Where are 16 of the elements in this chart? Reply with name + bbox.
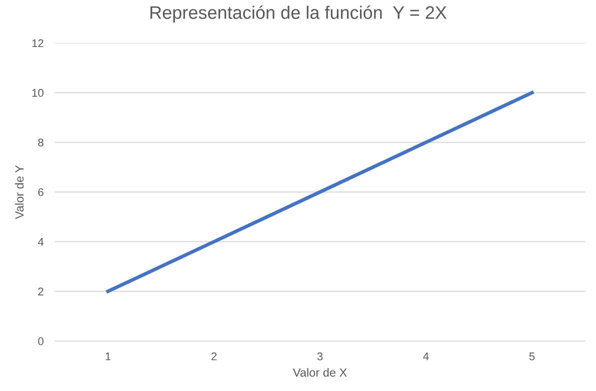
- y-tick-label: 12: [32, 39, 44, 48]
- y-tick-label: 4: [38, 238, 44, 246]
- x-tick-label: 4: [423, 352, 429, 360]
- line-series: [106, 90, 534, 294]
- x-tick-label: 2: [211, 352, 217, 360]
- y-tick-label: 10: [32, 88, 44, 97]
- x-tick-label: 5: [529, 352, 535, 360]
- y-tick-label: 2: [38, 288, 44, 296]
- x-tick-label: 1: [106, 352, 111, 360]
- y-tick-label: 8: [38, 138, 44, 146]
- y-tick-label: 6: [38, 188, 44, 196]
- y-tick-label: 0: [38, 337, 44, 346]
- x-axis-title: Valor de X: [292, 368, 347, 377]
- chart-title: Representación de la función Y = 2X: [150, 5, 447, 23]
- x-tick-label: 3: [317, 352, 323, 360]
- y-axis-title: Valor de Y: [14, 165, 24, 219]
